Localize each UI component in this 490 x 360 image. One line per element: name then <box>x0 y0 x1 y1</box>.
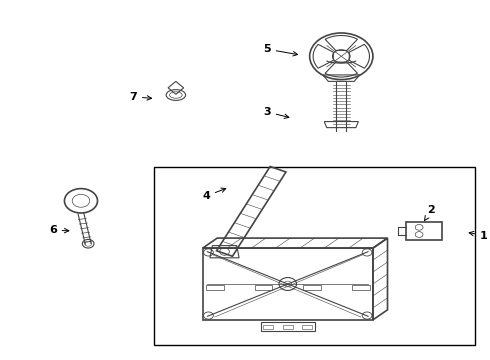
Text: 3: 3 <box>263 107 289 118</box>
Text: 5: 5 <box>263 44 297 56</box>
Bar <box>206 285 223 291</box>
Bar <box>154 167 475 345</box>
Text: 7: 7 <box>129 92 151 102</box>
Text: 6: 6 <box>49 225 69 235</box>
Bar <box>264 325 273 329</box>
Text: 4: 4 <box>202 188 226 201</box>
Text: 1: 1 <box>469 231 488 240</box>
Bar <box>203 248 373 320</box>
Bar <box>302 325 312 329</box>
Bar <box>303 285 321 291</box>
Bar <box>352 285 369 291</box>
Bar <box>255 285 272 291</box>
Bar <box>407 222 441 240</box>
Bar <box>283 325 293 329</box>
Text: 2: 2 <box>424 206 435 221</box>
